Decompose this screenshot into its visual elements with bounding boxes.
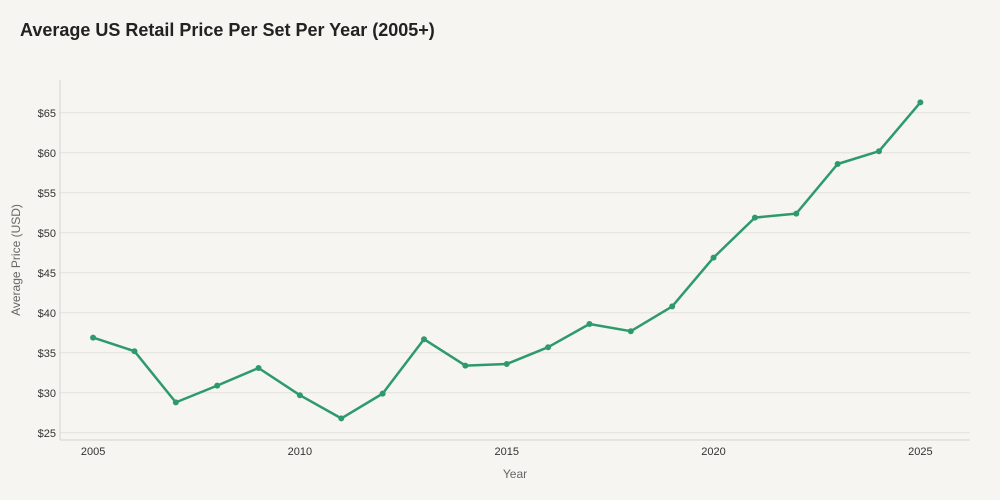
data-point[interactable] [379,390,386,397]
x-tick-label: 2005 [81,446,105,458]
data-point[interactable] [917,99,924,106]
data-point[interactable] [545,344,552,351]
data-point[interactable] [503,361,510,367]
y-tick-label: $25 [38,428,56,440]
data-point[interactable] [710,254,717,261]
data-point[interactable] [793,210,800,217]
y-tick-label: $35 [38,348,56,360]
y-tick-label: $65 [38,108,56,120]
data-point[interactable] [255,365,262,371]
data-point[interactable] [90,334,97,341]
x-tick-label: 2025 [908,446,932,458]
data-point[interactable] [214,382,221,389]
y-tick-label: $40 [38,308,56,320]
data-point[interactable] [172,399,179,406]
x-tick-label: 2020 [701,446,725,458]
series-line [91,101,922,420]
chart-title: Average US Retail Price Per Set Per Year… [20,20,435,40]
data-point[interactable] [751,214,758,221]
data-point[interactable] [876,148,882,155]
data-point[interactable] [338,415,345,422]
y-tick-label: $50 [38,228,56,240]
y-tick-label: $60 [38,148,56,160]
data-point[interactable] [421,336,427,343]
y-tick-label: $45 [38,268,56,280]
tick-labels: $25 $30 $35 $40 $45 $50 $55 $60 $65 2005 2010 2015 2… [38,108,933,458]
x-tick-label: 2010 [288,446,312,458]
grid-lines [60,112,970,434]
y-axis-title: Average Price (USD) [9,204,23,316]
data-point[interactable] [669,303,676,310]
y-tick-label: $30 [38,388,56,400]
data-point[interactable] [462,362,469,369]
x-axis-title: Year [503,467,527,481]
axes [59,80,970,441]
data-point[interactable] [131,348,138,355]
data-point[interactable] [296,392,303,399]
data-point[interactable] [834,161,841,167]
data-point[interactable] [586,321,593,327]
series-layer [90,99,924,422]
y-tick-label: $55 [38,188,56,200]
x-tick-label: 2015 [494,446,518,458]
data-point[interactable] [627,328,634,335]
